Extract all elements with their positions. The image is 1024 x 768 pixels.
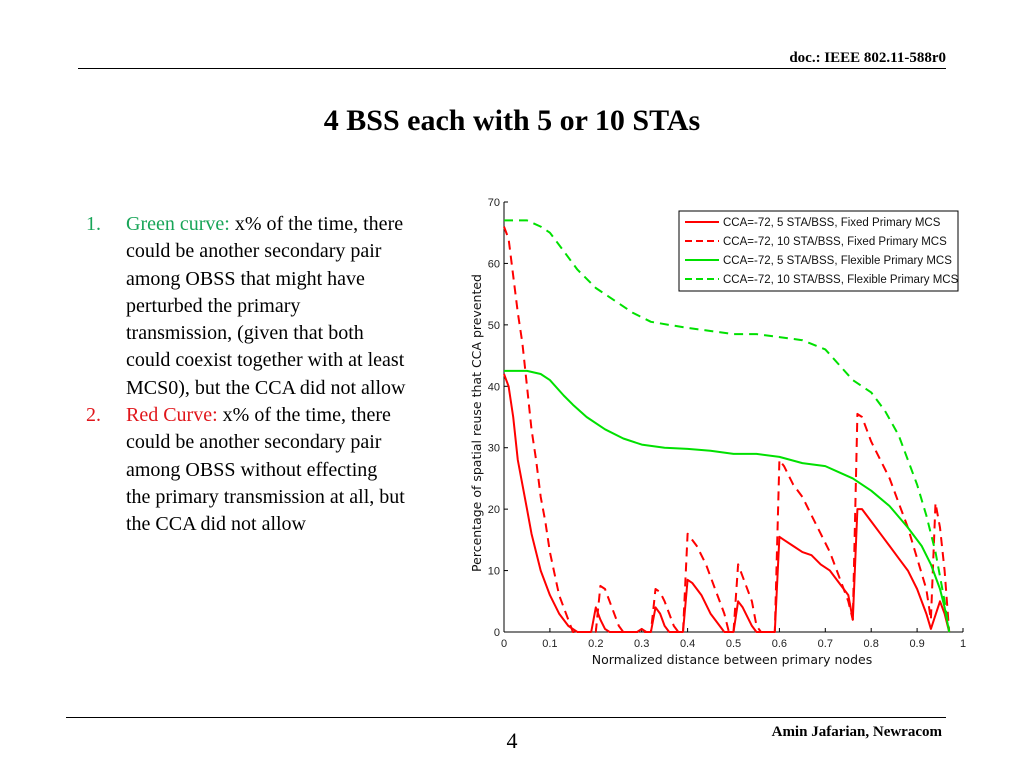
slide-title: 4 BSS each with 5 or 10 STAs: [323, 104, 701, 137]
legend-label: CCA=-72, 10 STA/BSS, Flexible Primary MC…: [723, 274, 959, 286]
x-tick-label: 1: [960, 638, 966, 650]
note-number: 2.: [86, 404, 101, 427]
x-axis-label: Normalized distance between primary node…: [592, 652, 872, 667]
x-tick-label: 0.1: [542, 638, 557, 650]
legend-box: [678, 210, 959, 292]
y-tick-label: 20: [488, 504, 500, 516]
notes-list: 1. Green curve: x% of the time, there cou…: [86, 211, 406, 539]
note-text: x% of the time, there could be another s…: [126, 213, 406, 399]
y-axis-label: Percentage of spatial reuse that CCA pre…: [469, 274, 484, 572]
note-highlight-green: Green curve:: [126, 213, 230, 235]
x-tick-label: 0.7: [818, 638, 833, 650]
series-line-2: [503, 226, 951, 633]
footer-author: Amin Jafarian, Newracom: [771, 724, 942, 740]
y-tick-label: 30: [488, 443, 500, 455]
x-tick-label: 0.4: [680, 638, 695, 650]
chart-axes: 0 0.1 0.2 0.3 0.4 0.5 0.6 0.7 0.8 0.9 101020304050…: [488, 197, 966, 650]
note-item-green: 1. Green curve: x% of the time, there cou…: [86, 211, 406, 402]
x-tick-label: 0.5: [726, 638, 741, 650]
y-tick-label: 60: [488, 258, 500, 270]
x-tick-label: 0.2: [588, 638, 603, 650]
note-number: 1.: [86, 213, 101, 235]
note-text: x% of the time, there could be another s…: [126, 404, 405, 536]
chart-plot-area: [503, 219, 951, 633]
note-item-red: 2. Red Curve: x% of the time, there could…: [86, 402, 406, 538]
legend-label: CCA=-72, 5 STA/BSS, Fixed Primary MCS: [723, 217, 941, 229]
header-divider: [78, 68, 946, 69]
doc-id: doc.: IEEE 802.11-588r0: [789, 50, 946, 66]
x-tick-label: 0.3: [634, 638, 649, 650]
y-tick-label: 0: [494, 627, 500, 639]
y-tick-label: 10: [488, 566, 500, 578]
x-tick-label: 0.9: [909, 638, 924, 650]
series-line-3: [504, 369, 951, 633]
x-tick-label: 0.6: [772, 638, 787, 650]
y-tick-label: 70: [488, 197, 500, 209]
x-tick-label: 0.8: [864, 638, 879, 650]
series-line-4: [504, 219, 951, 633]
page-number: 4: [506, 728, 518, 753]
footer-divider: [66, 717, 946, 718]
x-tick-label: 0: [501, 638, 507, 650]
y-tick-label: 50: [488, 320, 500, 332]
series-line-1: [503, 373, 951, 633]
legend-label: CCA=-72, 10 STA/BSS, Fixed Primary MCS: [723, 236, 947, 248]
note-highlight-red: Red Curve:: [126, 404, 218, 427]
chart-legend: CCA=-72, 5 STA/BSS, Fixed Primary MCS CCA…: [678, 210, 959, 292]
y-tick-label: 40: [488, 381, 500, 393]
legend-label: CCA=-72, 5 STA/BSS, Flexible Primary MCS: [723, 255, 952, 267]
